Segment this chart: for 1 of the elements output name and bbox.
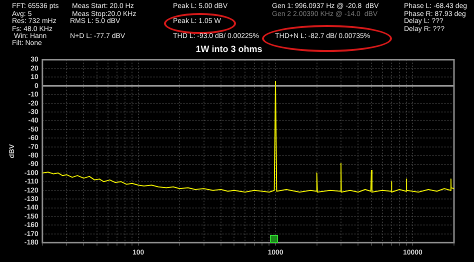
chart-title: 1W into 3 ohms [196,44,262,54]
